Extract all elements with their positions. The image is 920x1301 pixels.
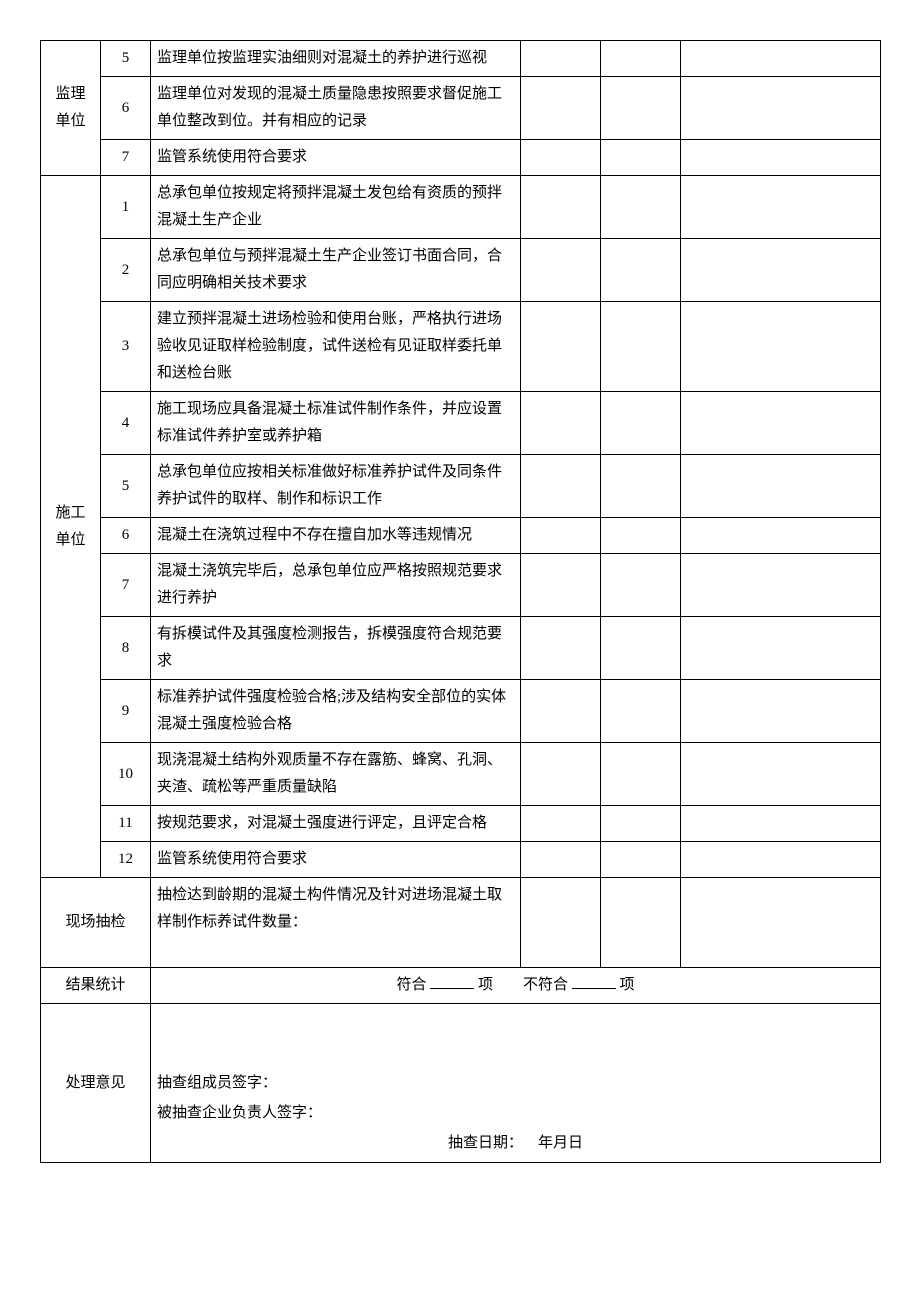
row-text: 监理单位对发现的混凝土质量隐患按照要求督促施工单位整改到位。并有相应的记录 bbox=[151, 77, 521, 140]
row-num: 2 bbox=[101, 239, 151, 302]
opinion-label: 处理意见 bbox=[41, 1004, 151, 1163]
result-label: 结果统计 bbox=[41, 968, 151, 1004]
col-e bbox=[601, 77, 681, 140]
row-num: 4 bbox=[101, 392, 151, 455]
col-f bbox=[681, 302, 881, 392]
row-text: 总承包单位按规定将预拌混凝土发包给有资质的预拌混凝土生产企业 bbox=[151, 176, 521, 239]
row-num: 6 bbox=[101, 518, 151, 554]
col-d bbox=[521, 392, 601, 455]
col-d bbox=[521, 455, 601, 518]
row-text: 有拆模试件及其强度检测报告，拆模强度符合规范要求 bbox=[151, 617, 521, 680]
col-f bbox=[681, 140, 881, 176]
col-e bbox=[601, 176, 681, 239]
col-d bbox=[521, 806, 601, 842]
col-e bbox=[601, 41, 681, 77]
col-d bbox=[521, 239, 601, 302]
col-f bbox=[681, 239, 881, 302]
col-f bbox=[681, 680, 881, 743]
col-f bbox=[681, 518, 881, 554]
spot-check-text: 抽检达到龄期的混凝土构件情况及针对进场混凝土取样制作标养试件数量： bbox=[151, 878, 521, 968]
col-f bbox=[681, 41, 881, 77]
col-e bbox=[601, 140, 681, 176]
col-d bbox=[521, 554, 601, 617]
col-d bbox=[521, 41, 601, 77]
group-label-0: 监理单位 bbox=[41, 41, 101, 176]
row-text: 监理单位按监理实油细则对混凝土的养护进行巡视 bbox=[151, 41, 521, 77]
row-num: 6 bbox=[101, 77, 151, 140]
row-text: 监管系统使用符合要求 bbox=[151, 842, 521, 878]
row-text: 施工现场应具备混凝土标准试件制作条件，并应设置标准试件养护室或养护箱 bbox=[151, 392, 521, 455]
row-text: 总承包单位应按相关标准做好标准养护试件及同条件养护试件的取样、制作和标识工作 bbox=[151, 455, 521, 518]
col-d bbox=[521, 878, 601, 968]
row-text: 监管系统使用符合要求 bbox=[151, 140, 521, 176]
col-f bbox=[681, 743, 881, 806]
col-e bbox=[601, 302, 681, 392]
col-d bbox=[521, 176, 601, 239]
col-e bbox=[601, 455, 681, 518]
col-e bbox=[601, 806, 681, 842]
row-text: 混凝土在浇筑过程中不存在擅自加水等违规情况 bbox=[151, 518, 521, 554]
col-e bbox=[601, 743, 681, 806]
col-d bbox=[521, 140, 601, 176]
col-f bbox=[681, 176, 881, 239]
col-e bbox=[601, 878, 681, 968]
col-d bbox=[521, 743, 601, 806]
row-text: 混凝土浇筑完毕后，总承包单位应严格按照规范要求进行养护 bbox=[151, 554, 521, 617]
col-f bbox=[681, 455, 881, 518]
col-f bbox=[681, 77, 881, 140]
spot-check-label: 现场抽检 bbox=[41, 878, 151, 968]
row-text: 总承包单位与预拌混凝土生产企业签订书面合同，合同应明确相关技术要求 bbox=[151, 239, 521, 302]
row-text: 现浇混凝土结构外观质量不存在露筋、蜂窝、孔洞、夹渣、疏松等严重质量缺陷 bbox=[151, 743, 521, 806]
col-d bbox=[521, 518, 601, 554]
col-e bbox=[601, 392, 681, 455]
col-e bbox=[601, 518, 681, 554]
col-f bbox=[681, 554, 881, 617]
col-f bbox=[681, 617, 881, 680]
result-line: 符合 项 不符合 项 bbox=[151, 968, 881, 1004]
col-d bbox=[521, 617, 601, 680]
row-num: 5 bbox=[101, 41, 151, 77]
row-text: 标准养护试件强度检验合格;涉及结构安全部位的实体混凝土强度检验合格 bbox=[151, 680, 521, 743]
col-f bbox=[681, 806, 881, 842]
row-text: 建立预拌混凝土进场检验和使用台账，严格执行进场验收见证取样检验制度，试件送检有见… bbox=[151, 302, 521, 392]
row-text: 按规范要求，对混凝土强度进行评定，且评定合格 bbox=[151, 806, 521, 842]
row-num: 12 bbox=[101, 842, 151, 878]
col-f bbox=[681, 392, 881, 455]
col-e bbox=[601, 239, 681, 302]
group-label-1: 施工单位 bbox=[41, 176, 101, 878]
opinion-body: 抽查组成员签字：被抽查企业负责人签字：抽查日期： 年月日 bbox=[151, 1004, 881, 1163]
col-d bbox=[521, 842, 601, 878]
row-num: 7 bbox=[101, 140, 151, 176]
row-num: 5 bbox=[101, 455, 151, 518]
row-num: 3 bbox=[101, 302, 151, 392]
row-num: 1 bbox=[101, 176, 151, 239]
row-num: 7 bbox=[101, 554, 151, 617]
row-num: 10 bbox=[101, 743, 151, 806]
col-f bbox=[681, 878, 881, 968]
col-d bbox=[521, 77, 601, 140]
row-num: 11 bbox=[101, 806, 151, 842]
col-d bbox=[521, 680, 601, 743]
col-e bbox=[601, 842, 681, 878]
row-num: 8 bbox=[101, 617, 151, 680]
col-d bbox=[521, 302, 601, 392]
row-num: 9 bbox=[101, 680, 151, 743]
col-f bbox=[681, 842, 881, 878]
col-e bbox=[601, 617, 681, 680]
col-e bbox=[601, 554, 681, 617]
col-e bbox=[601, 680, 681, 743]
